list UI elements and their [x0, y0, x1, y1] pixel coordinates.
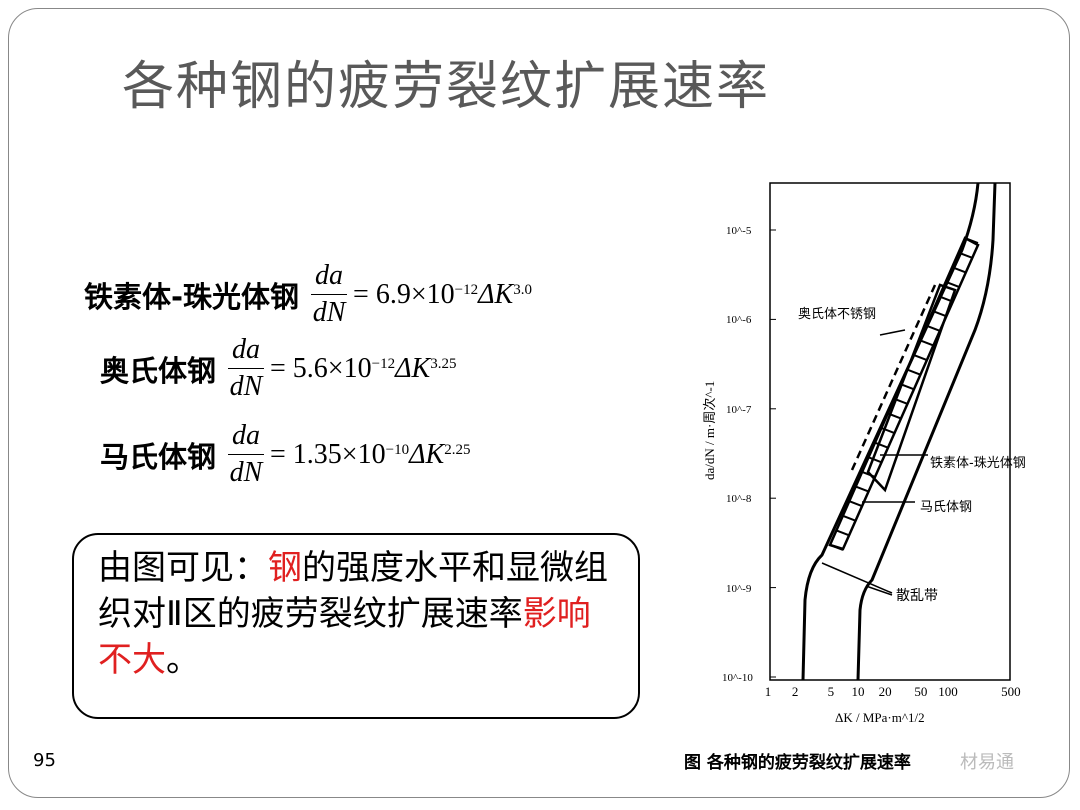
figure-caption: 图 各种钢的疲劳裂纹扩展速率 — [684, 753, 911, 773]
watermark: 材易通 — [960, 752, 1014, 773]
hatch-line — [945, 280, 960, 288]
fraction: da dN — [228, 418, 265, 491]
x-tick-label: 10 — [852, 684, 865, 699]
equation-ferrite-pearlite: 铁素体-珠光体钢 da dN = 6.9×10 −12 ΔK 3.0 — [84, 258, 532, 331]
exponent: 3.25 — [430, 356, 457, 372]
callout-highlight: 影响不大 — [98, 594, 591, 680]
hatch-line — [881, 427, 895, 434]
denominator: dN — [229, 457, 263, 488]
hatched-band — [828, 236, 980, 551]
slide-title: 各种钢的疲劳裂纹扩展速率 — [122, 57, 771, 117]
equation-label: 奥氏体钢 — [100, 353, 217, 388]
hatch-line — [932, 310, 947, 318]
x-tick-label: 2 — [792, 684, 799, 699]
fraction: da dN — [228, 332, 265, 405]
conclusion-callout: 由图可见：钢的强度水平和显微组织对Ⅱ区的疲劳裂纹扩展速率影响不大。 — [72, 533, 640, 719]
exponent: −12 — [454, 282, 479, 298]
callout-text: 。 — [166, 640, 200, 680]
equation-austenitic: 奥氏体钢 da dN = 5.6×10 −12 ΔK 3.25 — [100, 332, 456, 405]
annotation-austenitic-stainless: 奥氏体不锈钢 — [798, 307, 876, 322]
plot-frame — [769, 182, 1011, 681]
hatch-line — [842, 514, 857, 522]
austenitic-stainless-line — [850, 284, 937, 471]
y-tick-marks — [770, 229, 776, 678]
slide-frame — [8, 8, 1070, 798]
denominator: dN — [229, 371, 263, 402]
x-tick-label: 20 — [879, 684, 892, 699]
y-axis-label: da/dN / m·周次^-1 — [702, 381, 717, 480]
hatch-line — [919, 339, 934, 347]
denominator: dN — [312, 297, 346, 328]
equation-rhs: = 1.35×10 — [270, 438, 386, 470]
x-tick-label: 500 — [1001, 684, 1021, 699]
hatch-line — [893, 397, 908, 405]
annotation-martensitic: 马氏体钢 — [920, 500, 972, 515]
hatch-line — [836, 529, 850, 537]
leader-line — [821, 562, 893, 594]
x-ticks: 1 2 5 10 20 50 100 500 — [765, 684, 1021, 699]
callout-highlight: 钢 — [268, 548, 302, 588]
x-tick-label: 5 — [828, 684, 835, 699]
page-number: 95 — [33, 750, 56, 771]
y-tick-label: 10^-8 — [726, 493, 752, 505]
hatch-line — [861, 470, 876, 478]
hatch-line — [848, 500, 863, 508]
exponent: −10 — [385, 442, 410, 458]
hatch-line — [964, 237, 979, 244]
numerator: da — [228, 332, 265, 369]
equation-label: 马氏体钢 — [100, 439, 217, 474]
y-tick-label: 10^-5 — [726, 225, 752, 237]
annotation-ferrite-pearlite: 铁素体-珠光体钢 — [930, 456, 1026, 471]
numerator: da — [228, 418, 265, 455]
numerator: da — [311, 258, 348, 295]
exponent: 2.25 — [444, 442, 471, 458]
band-hatching — [829, 237, 979, 551]
hatch-line — [913, 354, 927, 361]
y-tick-label: 10^-7 — [726, 404, 752, 416]
x-tick-label: 50 — [914, 684, 927, 699]
hatch-line — [829, 544, 844, 551]
x-tick-label: 1 — [765, 684, 772, 699]
callout-text: 由图可见： — [98, 548, 268, 588]
equation-martensitic: 马氏体钢 da dN = 1.35×10 −10 ΔK 2.25 — [100, 418, 470, 491]
equation-rhs: = 5.6×10 — [270, 352, 372, 384]
leader-line — [879, 329, 906, 336]
hatch-line — [926, 324, 940, 332]
x-tick-label: 100 — [938, 684, 958, 699]
fraction: da dN — [311, 258, 348, 331]
delta-k: ΔK — [409, 438, 445, 470]
hatch-line — [951, 266, 966, 274]
x-axis-label: ΔK / MPa·m^1/2 — [835, 710, 925, 725]
hatch-line — [938, 295, 953, 303]
y-tick-label: 10^-6 — [726, 314, 752, 326]
scatter-band-right-boundary — [856, 182, 997, 681]
equation-label: 铁素体-珠光体钢 — [84, 279, 300, 314]
callout-text: 的强度水平和显微组织对Ⅱ区的疲劳裂纹扩展速率 — [98, 548, 608, 634]
hatch-line — [874, 441, 889, 449]
exponent: 3.0 — [513, 282, 532, 298]
hatch-line — [855, 485, 870, 493]
exponent: −12 — [371, 356, 396, 372]
ferrite-pearlite-band — [866, 283, 957, 493]
y-tick-label: 10^-9 — [726, 583, 752, 595]
hatch-line — [958, 251, 972, 259]
hatch-line — [887, 412, 902, 420]
delta-k: ΔK — [478, 278, 514, 310]
equation-rhs: = 6.9×10 — [353, 278, 455, 310]
hatch-line — [900, 383, 915, 391]
hatch-line — [868, 456, 882, 464]
hatch-line — [906, 368, 921, 376]
leader-line — [865, 585, 893, 596]
annotation-scatter-band: 散乱带 — [896, 588, 938, 604]
delta-k: ΔK — [395, 352, 431, 384]
y-ticks: 10^-5 10^-6 10^-7 10^-8 10^-9 10^-10 — [722, 225, 776, 684]
y-tick-label: 10^-10 — [722, 672, 753, 684]
